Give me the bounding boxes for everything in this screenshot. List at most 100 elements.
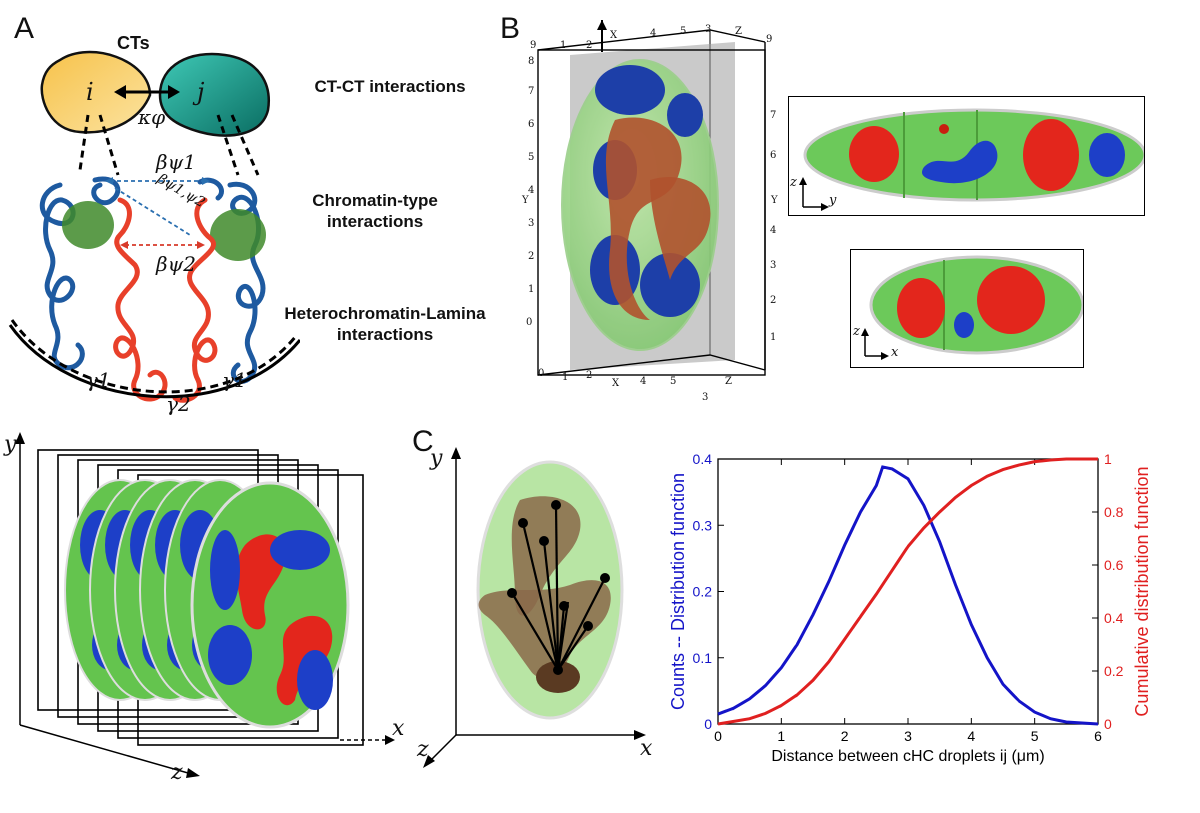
label-ct-ct: CT-CT interactions — [314, 77, 466, 96]
x-tick-label: 1 — [777, 728, 785, 744]
tick-x-0: 0 — [538, 368, 545, 379]
tick-y-0: 0 — [526, 317, 533, 328]
slice-zx-image — [861, 255, 1085, 360]
y-left-tick-label: 0 — [704, 716, 712, 732]
label-chromatin-type: Chromatin-type interactions — [312, 191, 438, 232]
slice-stack — [15, 432, 395, 778]
panel-a-letter: A — [14, 12, 35, 45]
y-left-tick-label: 0.1 — [693, 650, 713, 666]
stack-slices — [64, 479, 350, 729]
beta-psi2-label: βψ2 — [156, 252, 196, 276]
axis-z-top: Z — [735, 26, 742, 37]
tick-top-5: 5 — [680, 26, 687, 37]
tick-right-1: 1 — [770, 332, 777, 343]
droplet-centers — [507, 500, 610, 675]
slice-zx-v-axis: z — [853, 324, 860, 339]
plot-frame — [717, 458, 1099, 725]
tick-top-1: 1 — [560, 40, 567, 51]
tick-right-3: 3 — [770, 260, 777, 271]
slice-zy-h-axis: y — [829, 193, 837, 208]
tick-y-2: 2 — [528, 251, 535, 262]
y-right-axis-label: Cumulative distribution function — [1132, 466, 1152, 716]
stack-z-axis: z — [171, 760, 183, 785]
heterochromatin-polymer — [113, 197, 218, 403]
heterochromatin-right — [210, 209, 266, 261]
distance-distribution-chart: 0 1 2 3 4 5 600.10.20.30.400.20.40.60.81Distan… — [668, 451, 1152, 765]
y-right-tick-label: 1 — [1104, 451, 1112, 467]
axis-y-right: Y — [771, 195, 778, 206]
slice-zy-image — [799, 108, 1147, 211]
tick-y-3: 3 — [528, 218, 535, 229]
y-left-tick-label: 0.2 — [693, 584, 713, 600]
y-left-tick-label: 0.4 — [693, 451, 713, 467]
c-x-axis: x — [640, 736, 653, 761]
axis-x-top: X — [610, 30, 618, 41]
c-z-axis: z — [417, 737, 429, 762]
y-right-tick-label: 0 — [1104, 716, 1112, 732]
ct-i-label: i — [86, 78, 94, 106]
tick-right-6: 6 — [770, 150, 777, 161]
tick-y-4: 4 — [528, 185, 535, 196]
box-tick-labels: 0 1 2 3 4 5 6 7 8 9 Y Y 0 1 2 X 4 5 3 Z … — [520, 20, 790, 405]
tick-x-3: 3 — [702, 392, 709, 403]
label-hetero-lamina: Heterochromatin-Lamina interactions — [284, 304, 486, 345]
gamma1-left-label: γ1 — [86, 368, 111, 392]
tick-top-2: 2 — [586, 40, 593, 51]
tick-right-2: 2 — [770, 295, 777, 306]
tick-x-4: 4 — [640, 376, 647, 387]
slice-zx-panel: z x — [850, 249, 1085, 368]
droplet-nucleus-diagram — [423, 447, 646, 768]
y-right-tick-label: 0.2 — [1104, 663, 1124, 679]
series-line-cumulative — [717, 457, 1098, 726]
gamma2-label: γ2 — [166, 392, 191, 416]
axis-y-left: Y — [522, 195, 529, 206]
y-right-tick-label: 0.4 — [1104, 610, 1124, 626]
slice-zy-v-axis: z — [790, 175, 797, 190]
panel-b-letter: B — [500, 12, 521, 45]
droplet-links — [511, 504, 606, 671]
ct-j-label: j — [197, 78, 205, 106]
tick-y-6: 6 — [528, 119, 535, 130]
tick-y-7: 7 — [528, 86, 535, 97]
y-left-tick-label: 0.3 — [693, 517, 713, 533]
tick-top-4: 4 — [650, 28, 657, 39]
tick-top-3: 3 — [705, 24, 712, 35]
cts-title: CTs — [117, 33, 150, 53]
x-axis-label: Distance between cHC droplets ij (μm) — [771, 748, 1044, 765]
x-tick-label: 0 — [714, 728, 722, 744]
lamina-line — [8, 324, 300, 399]
tick-y-5: 5 — [528, 152, 535, 163]
tick-x-1: 1 — [562, 372, 569, 383]
heterochromatin-left — [62, 201, 114, 249]
tick-right-4: 4 — [770, 225, 777, 236]
tick-x-2: 2 — [586, 370, 593, 381]
series-line-distribution — [717, 465, 1099, 726]
gamma1-right-label: γ1 — [222, 368, 247, 392]
tick-x-5: 5 — [670, 376, 677, 387]
x-tick-label: 4 — [967, 728, 975, 744]
panel-c-letter: C — [412, 425, 434, 458]
stack-x-axis: x — [392, 716, 405, 741]
tick-y-1: 1 — [528, 284, 535, 295]
x-tick-label: 3 — [904, 728, 912, 744]
tick-y-9: 9 — [530, 40, 537, 51]
panel-a-diagram — [8, 50, 300, 403]
x-tick-label: 2 — [841, 728, 849, 744]
x-tick-label: 5 — [1031, 728, 1039, 744]
slice-zy-panel: z y — [788, 96, 1147, 216]
tick-right-7: 7 — [770, 110, 777, 121]
y-right-tick-label: 0.6 — [1104, 557, 1124, 573]
axis-x-bottom: X — [612, 378, 620, 389]
axis-z-bottom: Z — [725, 376, 732, 387]
ct-j-blob — [158, 52, 270, 137]
kappa-label: κφ — [138, 105, 166, 129]
slice-zx-h-axis: x — [891, 345, 899, 360]
nucleus-domains — [590, 65, 711, 320]
stack-y-axis: y — [4, 432, 17, 457]
ct-i-blob — [40, 50, 152, 134]
x-tick-label: 6 — [1094, 728, 1102, 744]
tick-y-8: 8 — [528, 56, 535, 67]
nucleus-3d-box — [537, 20, 766, 376]
c-y-axis: y — [430, 446, 443, 471]
beta-psi1-label: βψ1 — [156, 150, 196, 174]
